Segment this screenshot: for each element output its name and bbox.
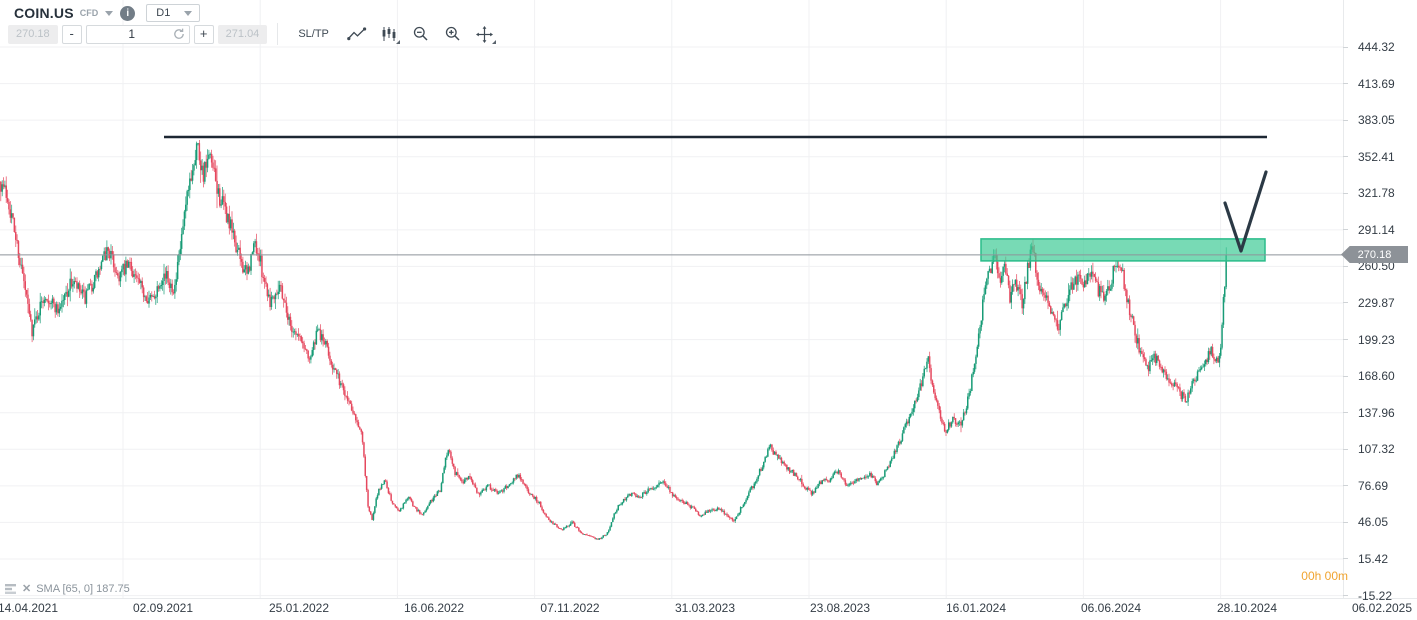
price-axis-tick <box>1343 485 1348 486</box>
bounce-arrow-drawing[interactable] <box>1223 170 1268 253</box>
price-axis-label: -15.22 <box>1358 589 1393 603</box>
price-axis-tick <box>1343 302 1348 303</box>
price-axis-tick <box>1343 376 1348 377</box>
price-axis-tick <box>1343 558 1348 559</box>
grid <box>0 0 1343 598</box>
price-axis-divider <box>1343 0 1344 598</box>
price-axis-label: 352.41 <box>1358 150 1395 164</box>
time-axis-divider <box>0 598 1417 599</box>
price-axis-label: 76.69 <box>1358 479 1389 493</box>
pan-mode-caret-icon <box>491 40 496 44</box>
supply-zone-drawing[interactable] <box>980 238 1266 262</box>
pan-crosshair-icon <box>476 25 494 43</box>
indicator-settings-icon[interactable] <box>5 584 17 594</box>
price-axis-label: 229.87 <box>1358 296 1395 310</box>
price-axis-label: 107.32 <box>1358 442 1395 456</box>
date-axis-label: 23.08.2023 <box>809 601 871 615</box>
price-axis-label: 199.23 <box>1358 333 1395 347</box>
date-axis-label: 06.06.2024 <box>1080 601 1142 615</box>
price-axis-label: 137.96 <box>1358 406 1395 420</box>
price-axis-label: 383.05 <box>1358 113 1395 127</box>
indicator-legend: ✕ SMA [65, 0] 187.75 <box>5 583 130 595</box>
zoom-out-icon <box>413 26 428 41</box>
instrument-header: COIN.US CFD i D1 <box>14 4 201 22</box>
date-axis-label: 06.02.2025 <box>1351 601 1413 615</box>
price-axis-tick <box>1343 449 1348 450</box>
sell-price-button[interactable]: 270.18 <box>8 24 58 44</box>
price-axis-label: 413.69 <box>1358 77 1395 91</box>
symbol-name: COIN.US <box>14 5 74 21</box>
price-axis-tick <box>1343 229 1348 230</box>
drawing-tools-button[interactable] <box>345 24 369 44</box>
chart-type-button[interactable] <box>377 24 401 44</box>
timeframe-caret-icon <box>184 10 193 16</box>
volume-decrease-button[interactable]: - <box>61 24 82 44</box>
symbol-dropdown-caret-icon[interactable] <box>105 10 114 16</box>
price-axis-label: 15.42 <box>1358 552 1389 566</box>
date-axis-label: 02.09.2021 <box>132 601 194 615</box>
price-axis-tick <box>1343 412 1348 413</box>
price-axis-tick <box>1343 120 1348 121</box>
pan-mode-button[interactable] <box>473 24 497 44</box>
price-axis-tick <box>1343 339 1348 340</box>
date-axis-label: 31.03.2023 <box>674 601 736 615</box>
price-axis-label: 444.32 <box>1358 40 1395 54</box>
price-axis-label: 168.60 <box>1358 369 1395 383</box>
volume-input[interactable]: 1 <box>85 24 190 44</box>
price-axis-label: 321.78 <box>1358 186 1395 200</box>
sltp-label[interactable]: SL/TP <box>298 28 329 40</box>
price-axis-tick <box>1343 193 1348 194</box>
date-axis-label: 25.01.2022 <box>268 601 330 615</box>
price-axis-tick <box>1343 266 1348 267</box>
timeframe-dropdown[interactable]: D1 <box>146 4 201 22</box>
date-axis-label: 16.01.2024 <box>945 601 1007 615</box>
zoom-out-button[interactable] <box>409 24 433 44</box>
price-axis-label: 46.05 <box>1358 515 1389 529</box>
date-axis-label: 07.11.2022 <box>540 601 600 615</box>
zoom-in-button[interactable] <box>441 24 465 44</box>
buy-price-button[interactable]: 271.04 <box>217 24 268 44</box>
candlestick-series <box>0 140 1227 540</box>
current-price-badge: 270.18 <box>1341 246 1408 263</box>
instrument-type-label: CFD <box>79 8 99 18</box>
candle-countdown: 00h 00m <box>1301 569 1348 583</box>
price-axis-tick <box>1343 522 1348 523</box>
indicator-label: SMA [65, 0] 187.75 <box>36 583 130 595</box>
instrument-info-icon[interactable]: i <box>120 5 136 21</box>
candlestick-icon <box>382 26 396 41</box>
indicator-remove-icon[interactable]: ✕ <box>22 582 32 595</box>
price-axis-tick <box>1343 595 1348 596</box>
price-axis-tick <box>1343 156 1348 157</box>
trendline-icon <box>347 27 367 41</box>
date-axis-label: 14.04.2021 <box>0 601 59 615</box>
volume-value: 1 <box>128 27 135 41</box>
volume-refresh-icon[interactable] <box>173 28 185 40</box>
price-axis-label: 291.14 <box>1358 223 1395 237</box>
date-axis-label: 28.10.2024 <box>1216 601 1278 615</box>
timeframe-value: D1 <box>156 7 171 19</box>
toolbar-divider <box>277 23 279 45</box>
order-toolbar: 270.18 - 1 + 271.04 SL/TP <box>8 23 497 45</box>
chart-type-caret-icon <box>395 40 400 44</box>
price-axis-tick <box>1343 83 1348 84</box>
price-axis-tick <box>1343 47 1348 48</box>
volume-increase-button[interactable]: + <box>193 24 214 44</box>
date-axis-label: 16.06.2022 <box>403 601 465 615</box>
zoom-in-icon <box>445 26 460 41</box>
